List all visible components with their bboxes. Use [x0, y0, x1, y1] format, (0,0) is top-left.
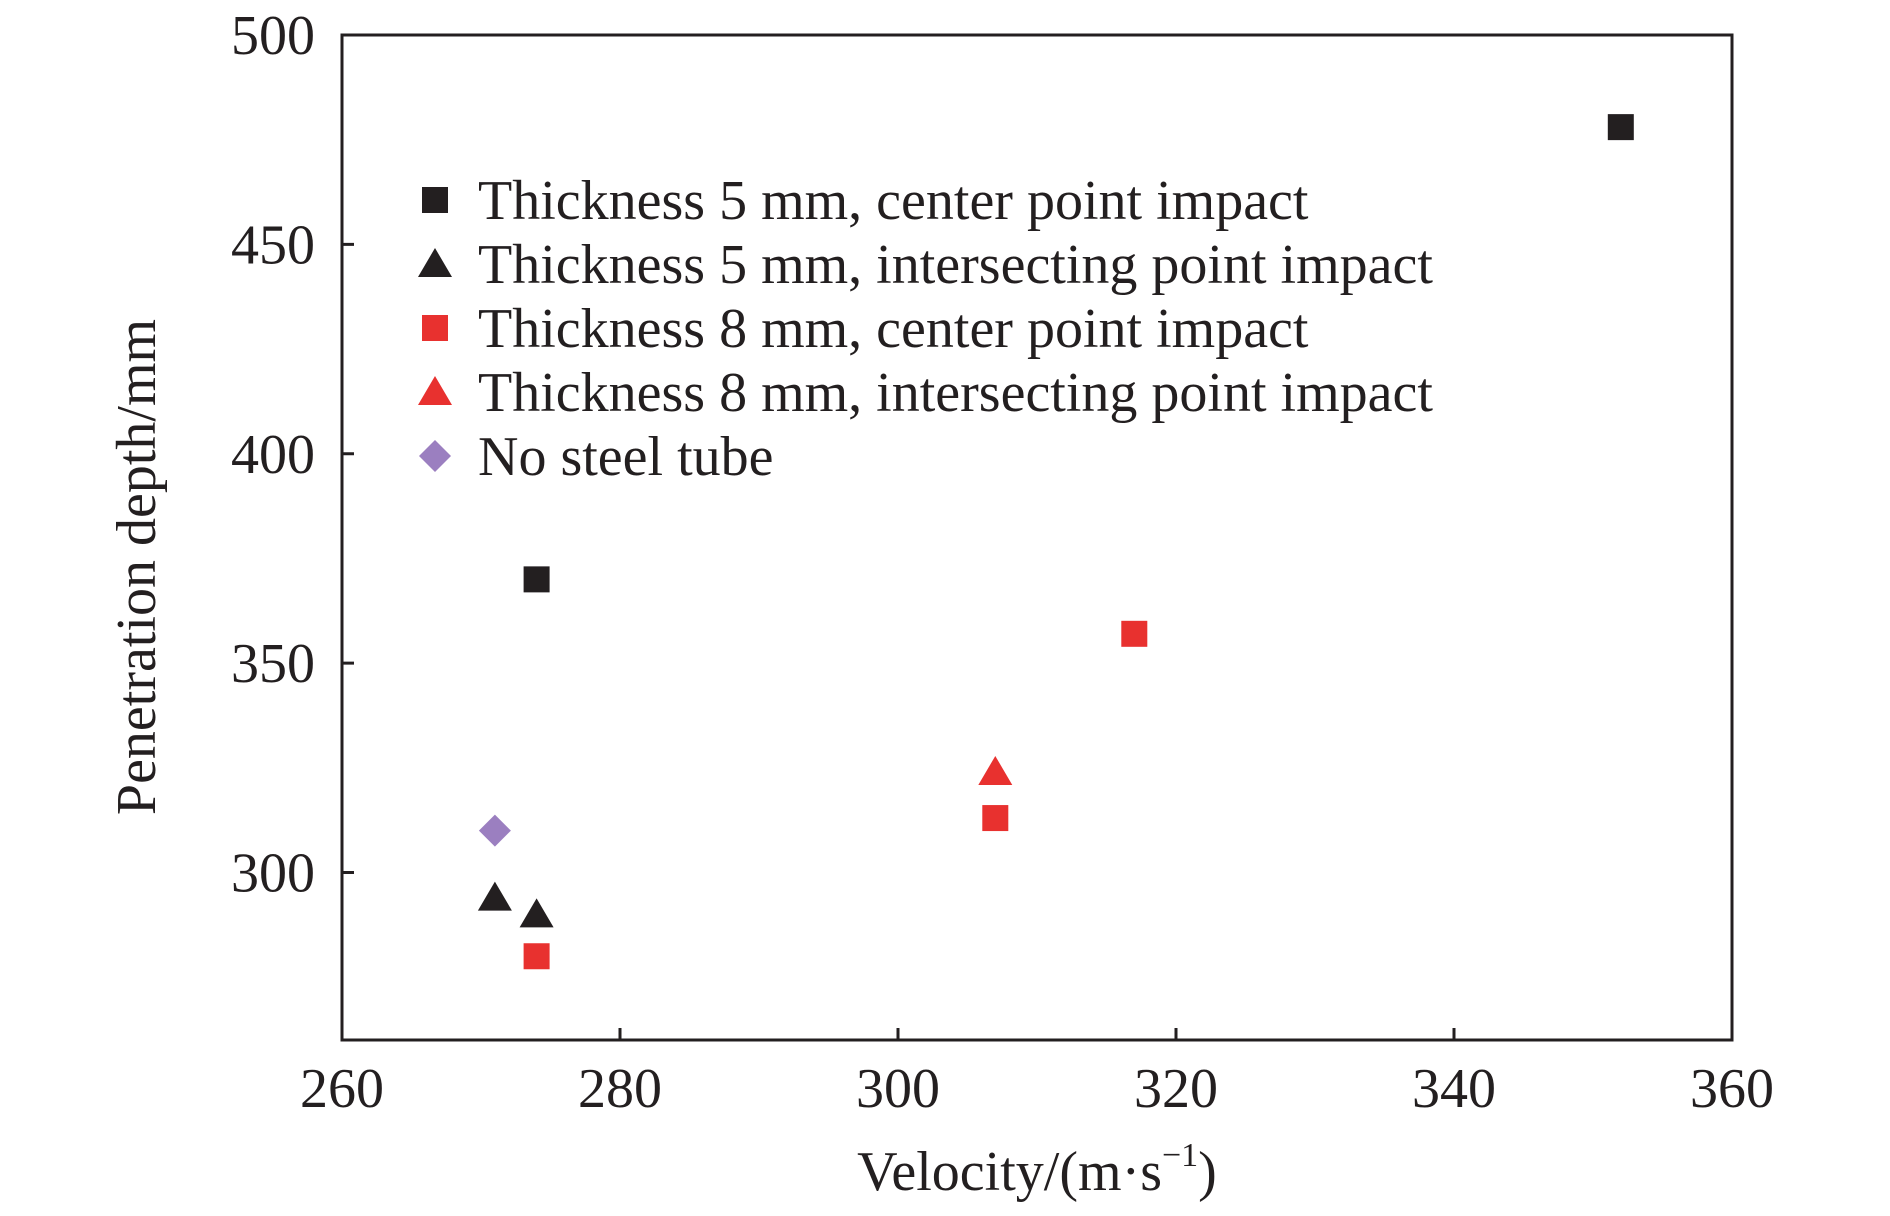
legend-label: Thickness 8 mm, intersecting point impac… [478, 362, 1433, 424]
x-tick-label: 300 [856, 1058, 940, 1120]
y-axis-ticks: 300 350 400 450 500 [231, 5, 354, 905]
x-tick-label: 260 [300, 1058, 384, 1120]
legend-symbol [419, 440, 451, 472]
y-tick-label: 350 [231, 633, 315, 695]
x-tick-label: 360 [1690, 1058, 1774, 1120]
legend-label: Thickness 5 mm, intersecting point impac… [478, 234, 1433, 296]
x-axis-label: Velocity/(m·s−1) [857, 1137, 1217, 1203]
x-axis-label-superscript: −1 [1162, 1137, 1198, 1174]
data-point [477, 881, 512, 911]
y-tick-label: 450 [231, 214, 315, 276]
plot-frame [340, 33, 1734, 1042]
data-point [1121, 620, 1148, 647]
data-point [519, 898, 554, 928]
data-point [523, 943, 550, 970]
legend-symbol [418, 248, 452, 277]
legend-symbol [422, 187, 448, 213]
y-tick-label: 400 [231, 424, 315, 486]
data-point [523, 566, 550, 593]
y-axis-label: Penetration depth/mm [106, 319, 168, 815]
data-point [978, 756, 1013, 785]
legend-label: Thickness 5 mm, center point impact [478, 170, 1309, 232]
legend-symbol [418, 376, 452, 405]
legend: Thickness 5 mm, center point impactThick… [418, 170, 1433, 488]
x-tick-label: 280 [578, 1058, 662, 1120]
data-point [1607, 114, 1634, 141]
legend-label: Thickness 8 mm, center point impact [478, 298, 1309, 360]
x-axis-label-close: ) [1198, 1141, 1217, 1203]
x-axis-ticks: 260 280 300 320 340 360 [300, 1028, 1774, 1120]
data-point [478, 814, 511, 847]
data-marks [477, 114, 1634, 970]
data-point [982, 805, 1009, 832]
legend-label: No steel tube [478, 426, 773, 488]
x-tick-label: 340 [1412, 1058, 1496, 1120]
y-tick-label: 300 [231, 843, 315, 905]
y-tick-label: 500 [231, 5, 315, 67]
legend-symbol [422, 315, 448, 341]
x-tick-label: 320 [1134, 1058, 1218, 1120]
